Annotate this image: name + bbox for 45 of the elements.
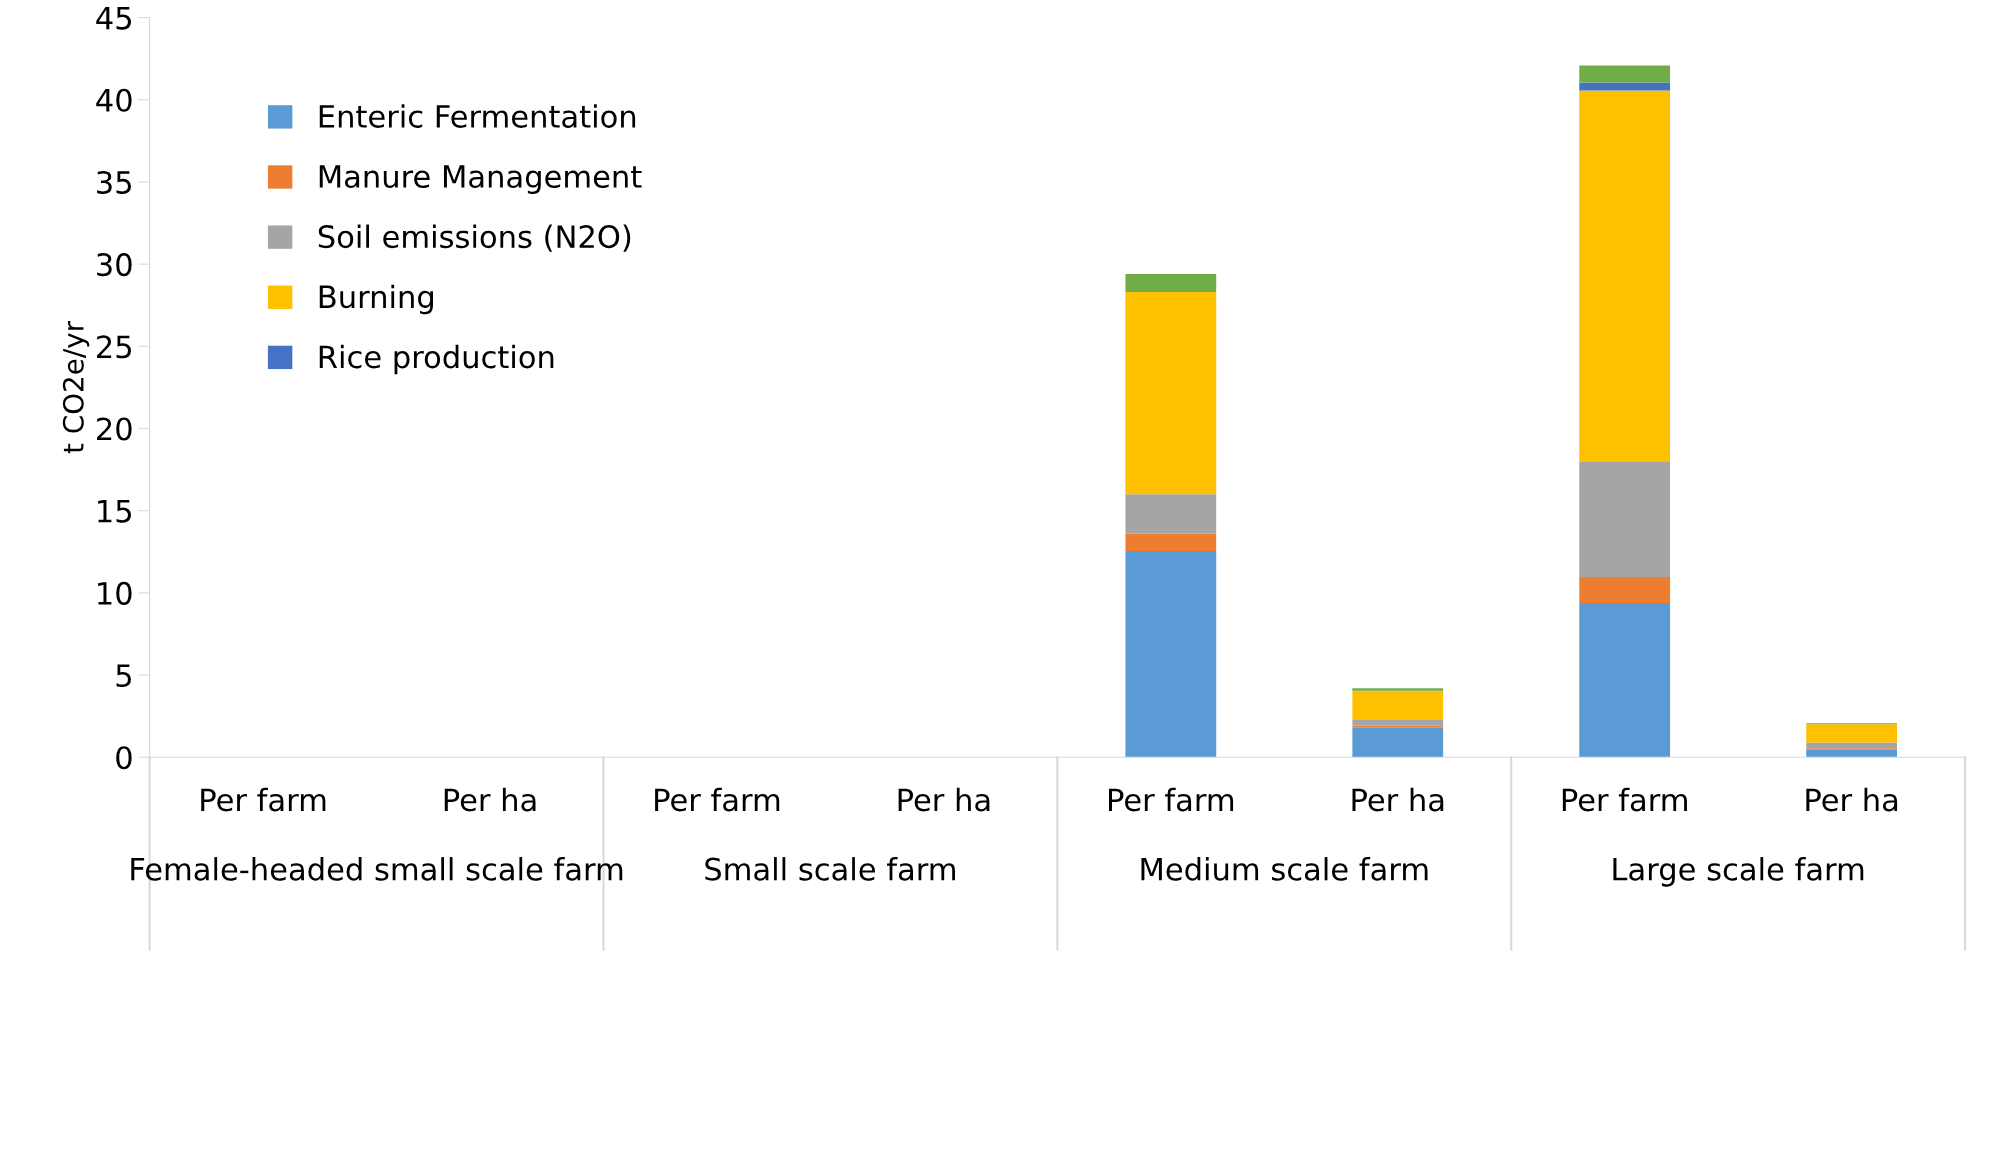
legend-label: Soil emissions (N2O) <box>318 224 631 252</box>
x-tick-label: Per ha <box>898 787 990 812</box>
bar <box>1806 749 1897 758</box>
bar <box>1352 688 1444 691</box>
bar <box>1806 724 1897 743</box>
legend-label: Manure Management <box>319 165 642 194</box>
text: Large scale farm <box>1613 857 1864 887</box>
y-tick-label: 30 <box>97 253 132 277</box>
x-tick-label: Per ha <box>1352 787 1444 812</box>
bar <box>1579 90 1671 463</box>
x-tick-label: Per ha <box>1806 787 1898 812</box>
y-tick-label: 45 <box>96 6 131 30</box>
x-tick-label: Per farm <box>1108 787 1234 812</box>
y-axis-title: t CO2e/yr <box>62 320 90 454</box>
text: Medium scale farm <box>1141 857 1428 881</box>
text: Female-headed small scale farm <box>131 857 623 881</box>
bar <box>1125 274 1217 293</box>
y-tick-label: 40 <box>96 88 132 112</box>
bar <box>1579 82 1671 91</box>
y-tick-label: 15 <box>98 500 131 523</box>
legend-label: Enteric Fermentation <box>319 104 636 128</box>
x-tick-label: Per farm <box>655 787 780 812</box>
y-tick-label: 10 <box>98 581 132 605</box>
x-tick-label: Per farm <box>201 787 326 812</box>
text: Small scale farm <box>705 857 955 881</box>
bar <box>1125 494 1217 534</box>
y-tick-label: 20 <box>97 417 132 441</box>
bar <box>1579 462 1671 578</box>
legend-label: Rice production <box>319 344 554 375</box>
bar <box>1125 292 1217 495</box>
bar <box>1125 550 1217 758</box>
y-tick-label: 5 <box>116 664 131 688</box>
bar <box>1579 577 1671 604</box>
y-tick-label: 25 <box>97 335 131 359</box>
legend-label: Burning <box>319 284 433 315</box>
bar <box>1125 533 1217 551</box>
bar <box>1352 690 1444 720</box>
x-tick-label: Per farm <box>1562 787 1687 812</box>
bar <box>1579 65 1671 83</box>
bar <box>1579 603 1671 758</box>
bar <box>1352 719 1444 726</box>
y-tick-label: 35 <box>97 170 131 195</box>
x-tick-label: Per ha <box>444 787 536 812</box>
y-tick-label: 0 <box>116 746 132 770</box>
bar <box>1352 727 1444 758</box>
